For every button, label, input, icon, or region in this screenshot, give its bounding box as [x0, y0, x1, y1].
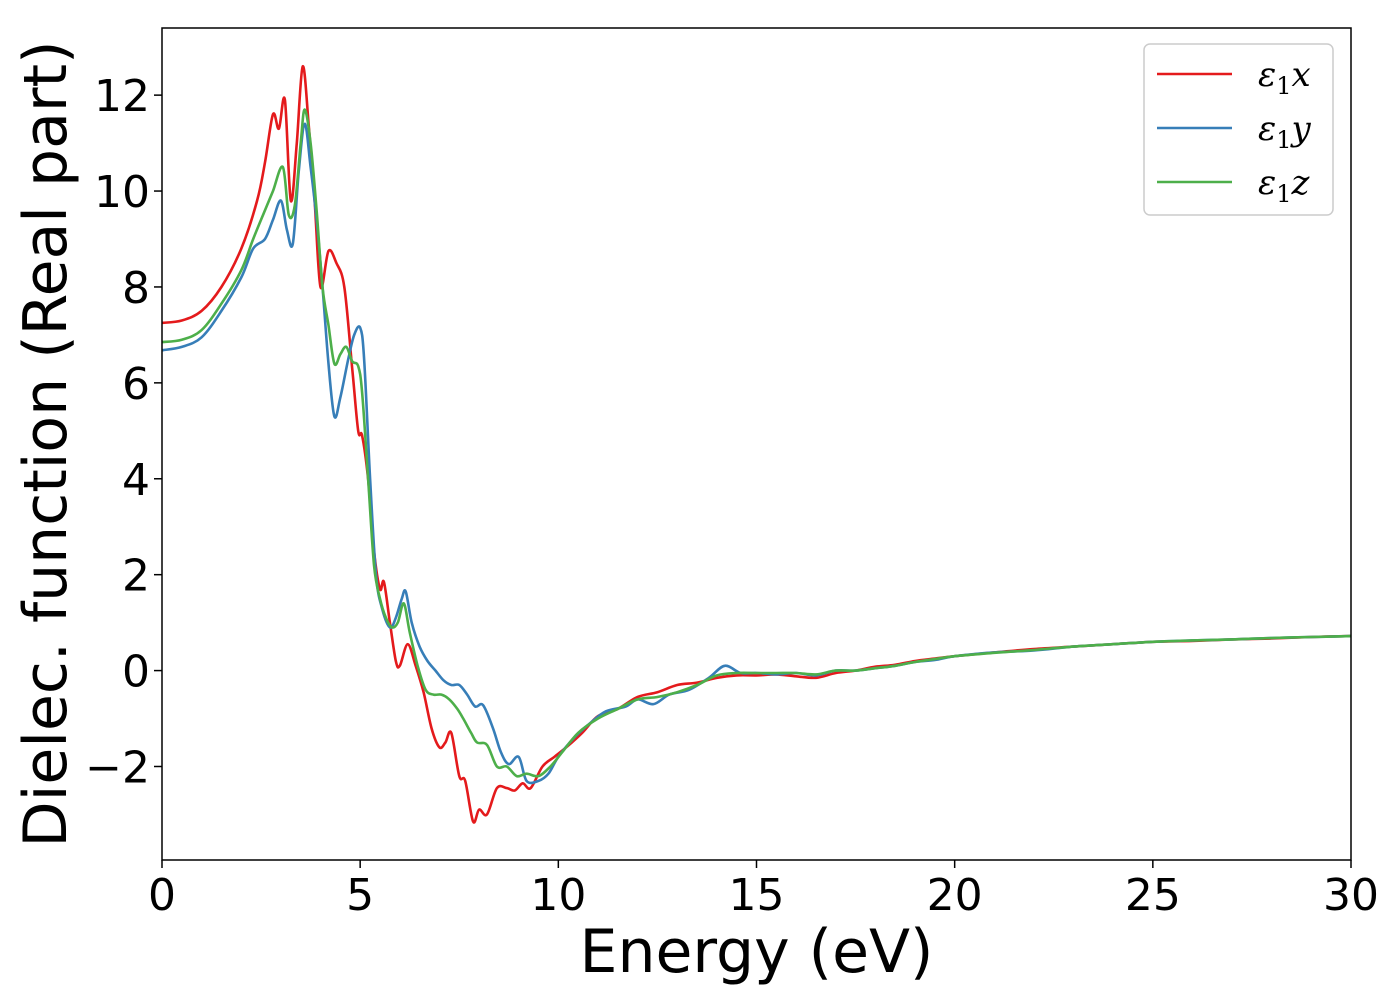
series-line-y [162, 122, 1351, 785]
x-tick-label: 30 [1323, 870, 1379, 921]
series-line-z [162, 108, 1351, 778]
x-tick-label: 5 [346, 870, 374, 921]
x-tick-label: 0 [148, 870, 176, 921]
y-axis: −2 0 2 4 6 8 10 12 [85, 71, 162, 793]
x-tick-label: 25 [1125, 870, 1181, 921]
y-tick-label: 8 [122, 263, 150, 314]
series-layer [162, 65, 1351, 824]
y-axis-title: Dielec. function (Real part) [11, 41, 81, 848]
legend-label-x: ε1x [1258, 55, 1311, 100]
y-tick-label: 4 [122, 455, 150, 506]
y-tick-label: 10 [94, 167, 150, 218]
legend: ε1x ε1y ε1z [1143, 43, 1334, 216]
x-tick-label: 15 [729, 870, 785, 921]
legend-label-y: ε1y [1258, 109, 1312, 154]
legend-box [1143, 43, 1334, 216]
y-tick-label: 6 [122, 359, 150, 410]
y-tick-label: 2 [122, 551, 150, 602]
x-axis-title: Energy (eV) [580, 917, 934, 987]
y-tick-label: −2 [85, 742, 150, 793]
x-tick-label: 10 [530, 870, 586, 921]
y-tick-label: 0 [122, 647, 150, 698]
x-tick-label: 20 [927, 870, 983, 921]
legend-label-z: ε1z [1258, 163, 1311, 208]
y-tick-label: 12 [94, 71, 150, 122]
x-axis: 0 5 10 15 20 25 30 [148, 860, 1379, 921]
